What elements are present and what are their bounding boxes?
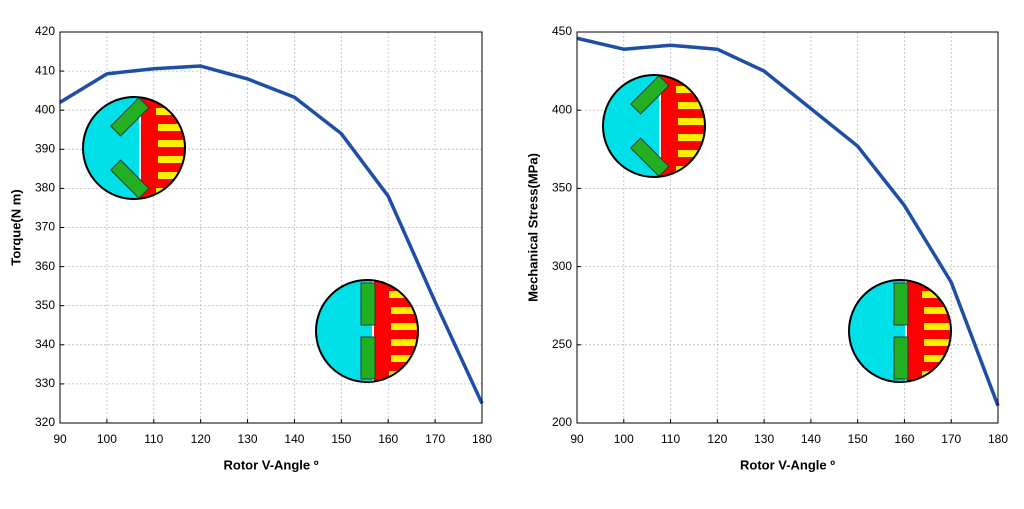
y-axis-title: Mechanical Stress(MPa) [525, 153, 540, 302]
plot-frame [59, 31, 483, 424]
y-tick-label: 360 [35, 259, 55, 273]
x-tick-label: 90 [570, 432, 584, 446]
x-tick-label: 180 [988, 432, 1008, 446]
y-tick-label: 420 [35, 24, 55, 38]
x-tick-label: 130 [238, 432, 258, 446]
x-tick-label: 160 [894, 432, 914, 446]
motor-icon [849, 276, 956, 386]
y-tick-label: 380 [35, 181, 55, 195]
y-tick-label: 300 [552, 259, 572, 273]
motor-icon [83, 93, 190, 203]
y-tick-label: 410 [35, 63, 55, 77]
x-tick-label: 90 [53, 432, 67, 446]
plot-frame [576, 31, 999, 424]
x-tick-label: 100 [97, 432, 117, 446]
motor-icon [316, 276, 423, 386]
x-tick-label: 110 [661, 432, 680, 446]
y-tick-label: 370 [35, 220, 55, 234]
y-tick-label: 350 [35, 298, 55, 312]
data-line [59, 64, 484, 405]
x-tick-label: 180 [472, 432, 492, 446]
x-tick-label: 140 [801, 432, 821, 446]
x-tick-label: 160 [378, 432, 398, 446]
motor-icon [603, 71, 710, 181]
y-tick-label: 390 [35, 141, 55, 155]
y-tick-label: 250 [552, 337, 572, 351]
y-tick-label: 200 [552, 415, 572, 429]
x-tick-label: 150 [331, 432, 351, 446]
x-tick-label: 110 [144, 432, 163, 446]
x-tick-label: 170 [941, 432, 961, 446]
y-axis-title: Torque(N m) [8, 189, 23, 265]
x-tick-label: 170 [425, 432, 445, 446]
x-tick-label: 140 [284, 432, 304, 446]
x-axis-title: Rotor V-Angle º [223, 457, 318, 472]
data-line [576, 36, 1000, 407]
y-tick-label: 400 [35, 102, 55, 116]
x-tick-label: 120 [191, 432, 211, 446]
x-tick-label: 120 [707, 432, 727, 446]
x-tick-label: 100 [614, 432, 634, 446]
y-tick-label: 320 [35, 415, 55, 429]
y-tick-label: 400 [552, 102, 572, 116]
x-tick-label: 150 [848, 432, 868, 446]
y-tick-label: 350 [552, 181, 572, 195]
y-tick-label: 340 [35, 337, 55, 351]
x-tick-label: 130 [754, 432, 774, 446]
y-tick-label: 330 [35, 376, 55, 390]
y-tick-label: 450 [552, 24, 572, 38]
x-axis-title: Rotor V-Angle º [740, 457, 835, 472]
